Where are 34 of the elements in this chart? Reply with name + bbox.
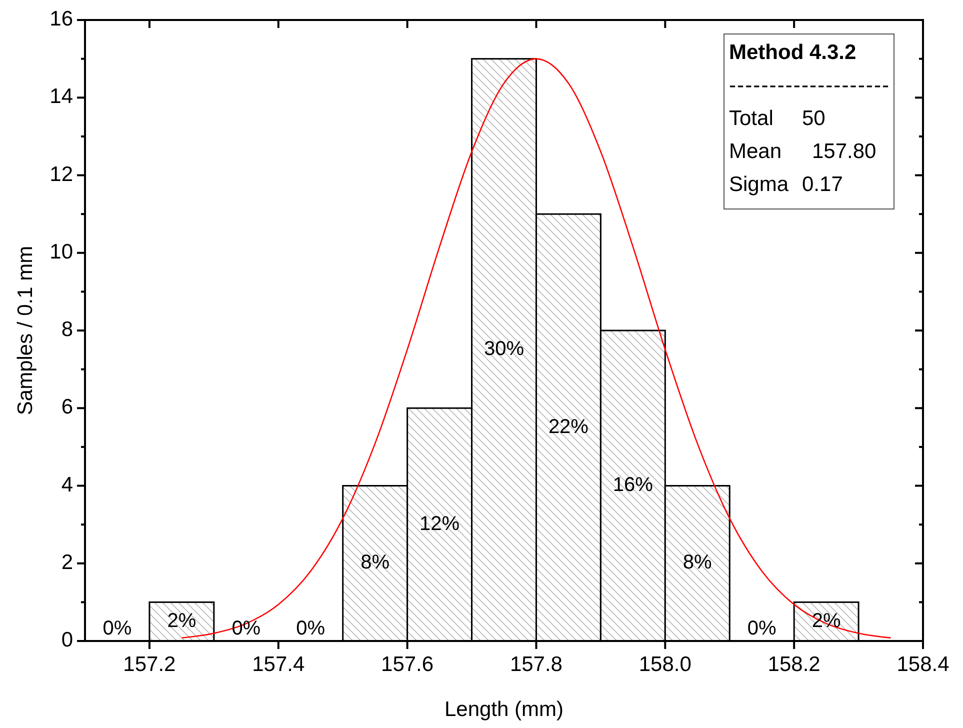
y-axis-title: Samples / 0.1 mm	[14, 246, 37, 416]
x-tick-label: 157.8	[510, 653, 563, 676]
annotation: 12%	[420, 512, 460, 535]
text: Mean 157.80	[729, 140, 876, 163]
annotation: 30%	[484, 338, 524, 360]
annotation: Sigma 0.17	[729, 173, 843, 196]
annotation: 0%	[102, 617, 132, 640]
annotation: 22%	[548, 416, 589, 438]
x-tick-label: 158.2	[768, 653, 820, 676]
x-axis-title: Length (mm)	[444, 698, 564, 721]
x-tick-label: 158.0	[638, 653, 692, 676]
x-tick-label: 158.4	[896, 653, 950, 676]
annotation: 0%	[747, 617, 777, 640]
annotation: 0%	[296, 617, 326, 640]
y-tick-label: 0	[61, 628, 73, 652]
y-tick-label: 10	[50, 240, 73, 264]
annotation: 2%	[167, 610, 196, 632]
y-tick-label: 16	[50, 8, 73, 31]
x-tick-label: 157.6	[381, 653, 434, 676]
annotation: 8%	[360, 552, 390, 574]
y-tick-label: 2	[61, 550, 73, 574]
x-tick-label: 157.4	[252, 653, 305, 676]
annotation: 0%	[232, 617, 261, 640]
y-tick-label: 4	[61, 473, 74, 496]
annotation: 8%	[682, 552, 712, 574]
x-tick-label: 157.2	[123, 653, 176, 676]
text: Total 50	[729, 107, 826, 130]
annotation: Method 4.3.2	[729, 41, 856, 64]
annotation: 16%	[612, 474, 654, 496]
y-tick-label: 6	[61, 396, 73, 419]
y-tick-label: 12	[50, 162, 73, 186]
y-tick-label: 14	[50, 85, 74, 108]
annotation: --------------------	[729, 74, 889, 97]
y-tick-label: 8	[61, 318, 73, 342]
